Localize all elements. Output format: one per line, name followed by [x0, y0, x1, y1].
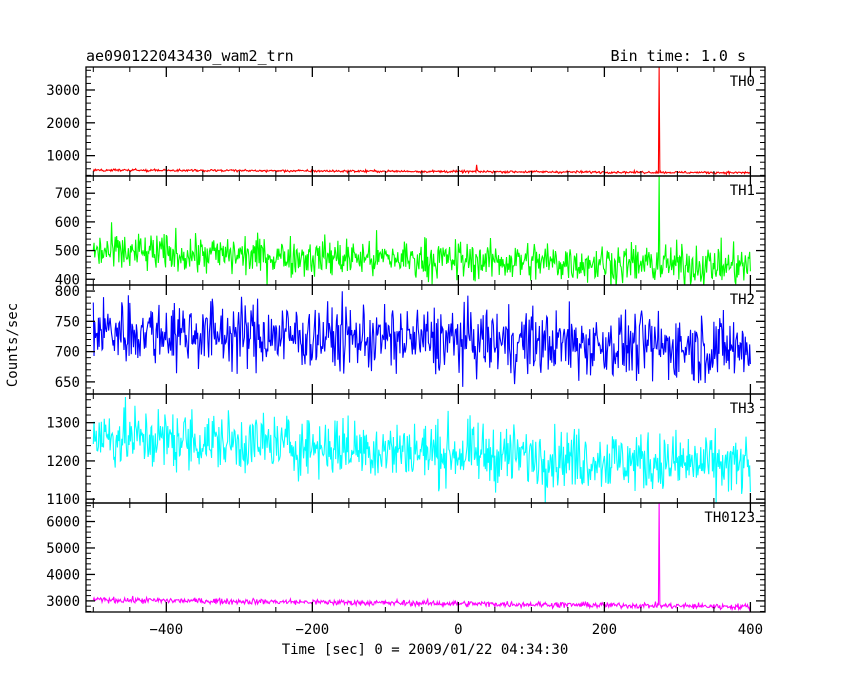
y-tick-label: 1100 [46, 492, 80, 508]
panel-label-th2: TH2 [730, 292, 755, 308]
series-line-th2 [92, 291, 751, 387]
x-axis: −400 −200 0 200 400 [149, 622, 763, 638]
x-axis-label: Time [sec] 0 = 2009/01/22 04:34:30 [282, 642, 569, 658]
y-tick-label: 700 [55, 345, 80, 361]
y-tick-label: 650 [55, 375, 80, 391]
panels-group: 1000 2000 3000 TH0 400 500 600 700 TH1 650 700 750 8… [46, 66, 766, 613]
y-tick-label: 750 [55, 314, 80, 330]
y-tick-label: 2000 [46, 116, 80, 132]
panel-th3: 1100 1200 1300 TH3 [46, 393, 766, 508]
y-tick-label: 4000 [46, 567, 80, 583]
series-line-th0123 [92, 503, 751, 612]
panel-th2: 650 700 750 800 TH2 [55, 284, 766, 395]
x-tick-label: −400 [149, 622, 183, 638]
chart-title-left: ae090122043430_wam2_trn [86, 47, 294, 65]
panel-th1: 400 500 600 700 TH1 [55, 175, 766, 288]
panel-frame [85, 66, 766, 177]
y-tick-label: 5000 [46, 541, 80, 557]
y-tick-label: 600 [55, 215, 80, 231]
panel-label-th0: TH0 [730, 74, 755, 90]
panel-label-th0123: TH0123 [704, 510, 755, 526]
series-line-th3 [92, 397, 751, 503]
x-tick-label: 200 [592, 622, 617, 638]
panel-th0123: 3000 4000 5000 6000 TH0123 [46, 502, 766, 613]
x-tick-label: 400 [738, 622, 763, 638]
chart-title-right: Bin time: 1.0 s [611, 47, 746, 65]
y-tick-label: 400 [55, 272, 80, 288]
series-line-th1 [92, 176, 751, 285]
y-tick-label: 1300 [46, 416, 80, 432]
y-tick-label: 3000 [46, 83, 80, 99]
y-tick-label: 6000 [46, 515, 80, 531]
x-tick-label: −200 [295, 622, 329, 638]
panel-label-th3: TH3 [730, 401, 755, 417]
y-tick-label: 700 [55, 186, 80, 202]
panel-th0: 1000 2000 3000 TH0 [46, 66, 766, 177]
panel-frame [85, 502, 766, 613]
y-tick-label: 800 [55, 284, 80, 300]
series-line-th0 [92, 67, 751, 176]
y-axis-label: Counts/sec [5, 303, 21, 387]
y-tick-label: 500 [55, 244, 80, 260]
x-tick-label: 0 [454, 622, 462, 638]
y-tick-label: 1200 [46, 454, 80, 470]
y-tick-label: 1000 [46, 149, 80, 165]
y-tick-label: 3000 [46, 594, 80, 610]
panel-label-th1: TH1 [730, 183, 755, 199]
